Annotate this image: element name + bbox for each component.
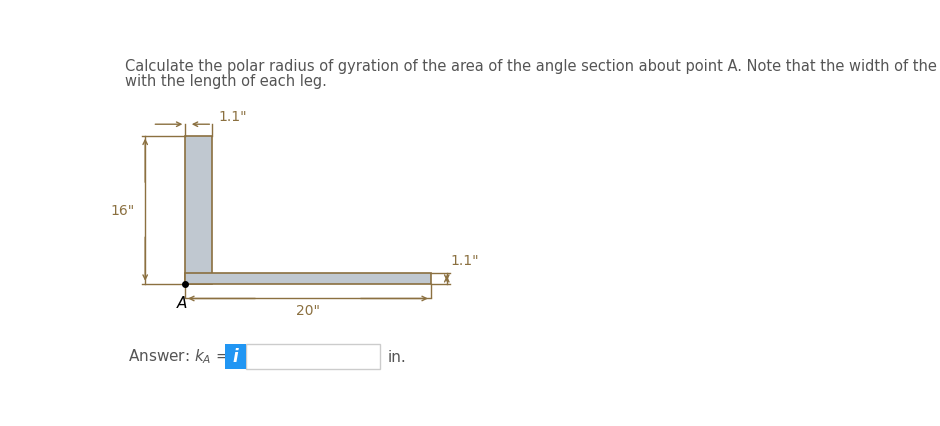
- Bar: [185, 273, 431, 284]
- Text: 20": 20": [296, 304, 320, 318]
- Text: in.: in.: [388, 349, 406, 364]
- Text: i: i: [232, 347, 239, 365]
- Text: 1.1": 1.1": [218, 109, 246, 123]
- Bar: [185, 136, 212, 284]
- Text: Answer: $k_A$ =: Answer: $k_A$ =: [129, 347, 229, 366]
- Bar: [245, 344, 381, 368]
- Text: A: A: [177, 296, 187, 311]
- Bar: [226, 344, 245, 368]
- Text: with the length of each leg.: with the length of each leg.: [125, 74, 327, 89]
- Text: Calculate the polar radius of gyration of the area of the angle section about po: Calculate the polar radius of gyration o…: [125, 59, 940, 74]
- Text: 1.1": 1.1": [450, 253, 479, 267]
- Text: 16": 16": [110, 203, 134, 217]
